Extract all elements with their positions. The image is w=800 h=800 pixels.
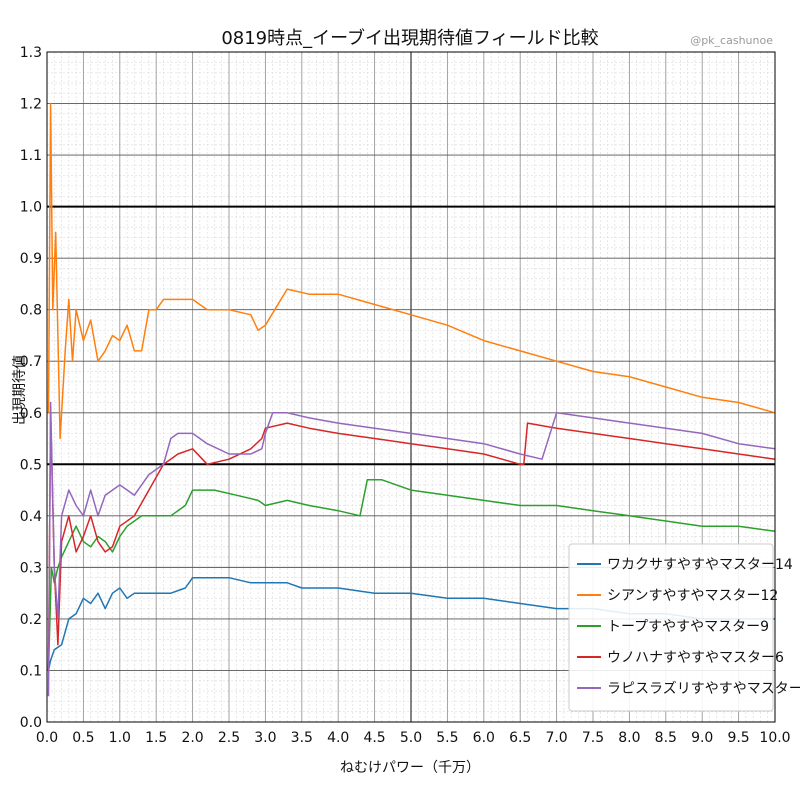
x-tick-label: 4.5	[363, 730, 385, 746]
x-tick-label: 6.0	[473, 730, 495, 746]
x-tick-label: 8.0	[618, 730, 640, 746]
legend-label: シアンすやすやマスター12	[607, 588, 778, 604]
y-tick-label: 0.2	[20, 612, 42, 628]
x-tick-label: 9.5	[727, 730, 749, 746]
legend-label: ラピスラズリすやすやマスター5	[607, 681, 800, 697]
x-tick-label: 5.0	[400, 730, 422, 746]
x-tick-label: 0.0	[36, 730, 58, 746]
x-tick-label: 1.5	[145, 730, 167, 746]
y-tick-label: 0.8	[20, 303, 42, 319]
legend-label: ウノハナすやすやマスター6	[607, 650, 784, 666]
y-tick-label: 0.3	[20, 560, 42, 576]
x-tick-label: 7.0	[545, 730, 567, 746]
x-tick-label: 2.5	[218, 730, 240, 746]
watermark: @pk_cashunoe	[690, 34, 773, 47]
legend: ワカクサすやすやマスター14 シアンすやすやマスター12 トープすやすやマスター9 ウ…	[568, 543, 800, 712]
x-tick-label: 3.5	[291, 730, 313, 746]
legend-label: ワカクサすやすやマスター14	[607, 557, 793, 573]
y-tick-label: 0.6	[20, 406, 42, 422]
y-tick-label: 1.0	[20, 200, 42, 216]
axes	[46, 51, 776, 723]
y-tick-label: 1.2	[20, 97, 42, 113]
y-tick-label: 0.4	[20, 509, 42, 525]
series-line-1	[47, 576, 775, 671]
legend-label: トープすやすやマスター9	[607, 619, 769, 635]
series-group	[47, 102, 776, 697]
y-tick-label: 0.5	[20, 457, 42, 473]
x-axis-label: ねむけパワー（千万）	[340, 760, 480, 776]
y-tick-label: 0.9	[20, 251, 42, 267]
y-tick-label: 0.1	[20, 663, 42, 679]
x-tick-label: 8.5	[655, 730, 677, 746]
chart-title: 0819時点_イーブイ出現期待値フィールド比較	[221, 27, 598, 49]
x-tick-label: 0.5	[72, 730, 94, 746]
x-tick-label: 7.5	[582, 730, 604, 746]
plot-frame	[46, 51, 776, 723]
series-line-3	[47, 479, 776, 671]
x-tick-label: 1.0	[109, 730, 131, 746]
x-tick-label: 3.0	[254, 730, 276, 746]
x-tick-label: 4.0	[327, 730, 349, 746]
y-axis-label: 出現期待値	[12, 355, 28, 425]
legend-box	[568, 543, 774, 712]
y-tick-label: 1.1	[20, 148, 42, 164]
tick-labels: 0.0 0.5 1.0 1.5 2.0 2.5 3.0 3.5 4.0 4.5 5.0 5.5 6.0 6…	[20, 45, 791, 746]
grid	[46, 51, 776, 723]
y-tick-label: 0.7	[20, 354, 42, 370]
series-line-5	[47, 401, 776, 697]
x-tick-label: 5.5	[436, 730, 458, 746]
x-tick-label: 10.0	[759, 730, 790, 746]
y-tick-label: 0.0	[20, 715, 42, 731]
x-tick-label: 9.0	[691, 730, 713, 746]
x-tick-label: 2.0	[181, 730, 203, 746]
x-tick-label: 6.5	[509, 730, 531, 746]
y-tick-label: 1.3	[20, 45, 42, 61]
series-line-2	[47, 102, 776, 440]
